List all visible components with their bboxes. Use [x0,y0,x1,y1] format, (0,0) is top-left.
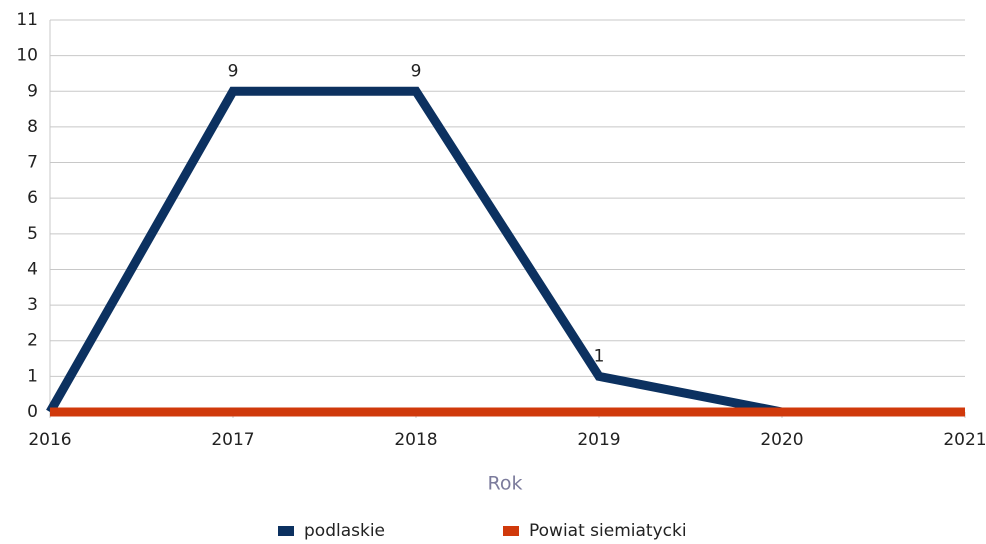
legend-swatch [503,526,519,536]
data-label: 9 [411,61,422,81]
legend-label: Powiat siemiatycki [529,521,687,541]
y-tick-label: 6 [27,188,38,208]
x-tick-label: 2018 [394,430,437,450]
y-tick-label: 9 [27,81,38,101]
y-tick-label: 1 [27,366,38,386]
y-tick-label: 5 [27,224,38,244]
y-tick-label: 10 [16,46,38,66]
x-axis-label: Rok [488,473,523,495]
y-tick-label: 4 [27,259,38,279]
x-tick-label: 2019 [577,430,620,450]
x-tick-label: 2016 [28,430,71,450]
y-tick-label: 11 [16,10,38,30]
y-tick-label: 0 [27,402,38,422]
legend-label: podlaskie [304,521,385,541]
data-label: 9 [228,61,239,81]
y-tick-label: 7 [27,153,38,173]
series-line [46,86,965,417]
x-tick-label: 2021 [943,430,986,450]
y-tick-label: 2 [27,331,38,351]
y-tick-label: 8 [27,117,38,137]
x-tick-label: 2020 [760,430,803,450]
data-label: 1 [594,346,605,366]
y-tick-label: 3 [27,295,38,315]
x-tick-label: 2017 [211,430,254,450]
legend-swatch [278,526,294,536]
